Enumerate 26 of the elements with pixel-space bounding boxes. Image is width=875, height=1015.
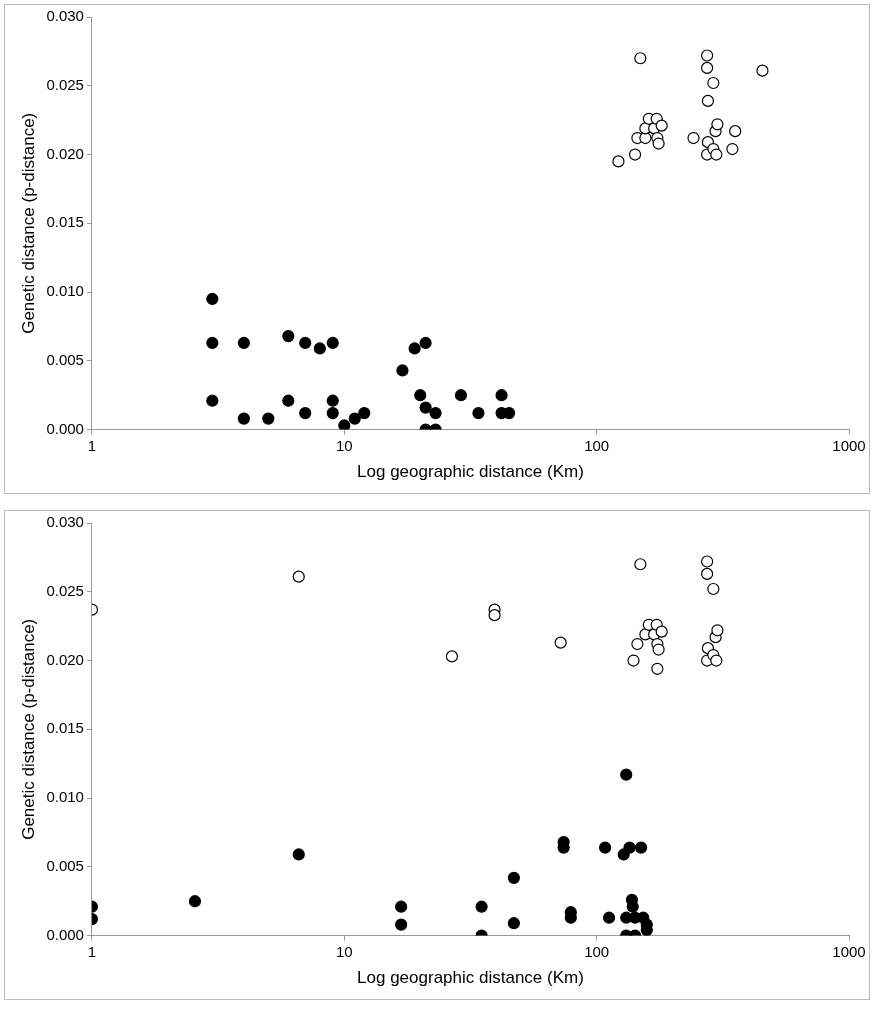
x-axis-title: Log geographic distance (Km) bbox=[357, 968, 584, 988]
y-tick-label: 0.005 bbox=[46, 856, 84, 874]
x-tick-label: 1 bbox=[87, 436, 97, 454]
x-tick-label: 1 bbox=[87, 942, 97, 960]
x-tick-label: 100 bbox=[584, 436, 610, 454]
y-tick-label: 0.005 bbox=[46, 350, 84, 368]
y-tick-label: 0.015 bbox=[46, 719, 84, 737]
y-tick-label: 0.000 bbox=[46, 925, 84, 943]
x-tick-label: 10 bbox=[335, 942, 353, 960]
y-axis-title: Genetic distance (p-distance) bbox=[18, 618, 38, 840]
y-tick-label: 0.010 bbox=[46, 788, 84, 806]
y-axis-title: Genetic distance (p-distance) bbox=[18, 112, 38, 334]
y-tick-label: 0.020 bbox=[46, 144, 84, 162]
x-tick-label: 100 bbox=[584, 942, 610, 960]
y-tick-label: 0.025 bbox=[46, 581, 84, 599]
y-tick-label: 0.015 bbox=[46, 213, 84, 231]
y-tick-label: 0.025 bbox=[46, 75, 84, 93]
y-tick-label: 0.030 bbox=[46, 7, 84, 25]
y-tick-label: 0.020 bbox=[46, 650, 84, 668]
x-tick-label: 1000 bbox=[832, 436, 866, 454]
x-tick-label: 10 bbox=[335, 436, 353, 454]
y-tick-label: 0.000 bbox=[46, 419, 84, 437]
x-axis-title: Log geographic distance (Km) bbox=[357, 462, 584, 482]
y-tick-label: 0.030 bbox=[46, 513, 84, 531]
x-tick-label: 1000 bbox=[832, 942, 866, 960]
y-tick-label: 0.010 bbox=[46, 282, 84, 300]
